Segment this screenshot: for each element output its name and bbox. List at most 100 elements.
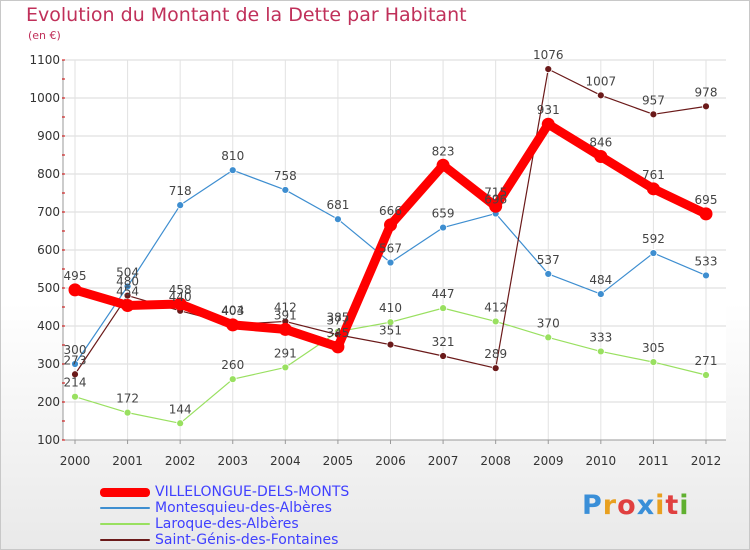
data-labels: 495 454 458 403 391 345 666 823 715 931 846 761 695 3… <box>64 48 718 416</box>
data-label: 214 <box>64 376 87 390</box>
data-label: 345 <box>326 326 349 340</box>
legend-swatch <box>100 487 150 497</box>
data-label: 810 <box>221 149 244 163</box>
data-point <box>544 270 553 278</box>
data-point <box>334 215 342 224</box>
x-tick-label: 2000 <box>60 454 91 468</box>
data-label: 1076 <box>533 48 564 62</box>
logo-letter: i <box>679 490 690 521</box>
data-label: 978 <box>695 85 718 99</box>
grid <box>63 59 726 441</box>
data-label: 567 <box>379 242 402 256</box>
data-point <box>596 347 605 356</box>
data-label: 410 <box>379 301 402 315</box>
data-label: 495 <box>64 269 87 283</box>
data-point <box>384 218 397 232</box>
data-label: 758 <box>274 169 297 183</box>
x-tick-label: 2001 <box>112 454 143 468</box>
series-layer <box>68 65 713 428</box>
data-label: 484 <box>589 273 612 287</box>
data-label: 351 <box>379 324 402 338</box>
legend-swatch <box>100 523 150 525</box>
data-point <box>71 392 79 401</box>
data-label: 273 <box>64 353 87 367</box>
data-point <box>386 318 395 327</box>
x-tick-label: 2012 <box>691 454 722 468</box>
data-point <box>646 182 660 196</box>
proxiti-logo: Proxiti <box>582 490 690 521</box>
data-label: 447 <box>432 287 455 301</box>
data-label: 823 <box>432 144 455 158</box>
axes: 100 200 300 400 500 600 700 800 900 1000 1100 2000 2… <box>29 53 726 468</box>
y-tick-label: 1100 <box>29 53 60 67</box>
data-point <box>71 360 79 368</box>
data-label: 458 <box>169 283 192 297</box>
data-point <box>71 370 79 379</box>
data-label: 333 <box>589 330 612 344</box>
data-label: 144 <box>169 402 192 416</box>
data-label: 440 <box>169 290 192 304</box>
data-point <box>123 282 132 291</box>
data-point <box>649 110 658 119</box>
x-tick-label: 2009 <box>533 454 564 468</box>
y-tick-label: 1000 <box>29 91 60 105</box>
chart-subtitle: (en €) <box>28 29 61 42</box>
logo-letter: r <box>602 490 618 521</box>
data-point <box>121 298 135 312</box>
data-label: 260 <box>221 358 244 372</box>
data-label: 533 <box>695 254 718 268</box>
chart-title: Evolution du Montant de la Dette par Hab… <box>26 4 467 26</box>
y-tick-label: 800 <box>37 167 60 181</box>
data-point <box>491 364 500 373</box>
data-point <box>176 419 185 428</box>
data-label: 761 <box>642 168 665 182</box>
data-label: 412 <box>274 300 297 314</box>
data-label: 300 <box>64 343 87 357</box>
logo-letter: o <box>617 490 637 521</box>
data-label: 404 <box>221 303 244 317</box>
logo-letter: P <box>582 490 603 521</box>
y-tick-label: 600 <box>37 243 60 257</box>
data-label: 454 <box>116 284 139 298</box>
data-label: 666 <box>379 204 402 218</box>
data-label: 659 <box>432 207 455 221</box>
data-point <box>491 317 500 326</box>
data-label: 695 <box>695 193 718 207</box>
data-label: 385 <box>326 311 349 325</box>
data-point <box>702 102 710 111</box>
logo-letter: x <box>636 490 656 521</box>
data-label: 321 <box>432 335 455 349</box>
x-tick-label: 2006 <box>375 454 406 468</box>
data-point <box>176 201 185 210</box>
data-point <box>386 258 395 267</box>
x-tick-label: 2003 <box>217 454 248 468</box>
data-label: 305 <box>642 341 665 355</box>
data-label: 370 <box>537 316 560 330</box>
data-point <box>594 150 608 164</box>
y-tick-label: 100 <box>37 433 60 447</box>
data-point <box>702 271 710 280</box>
legend-label: VILLELONGUE-DELS-MONTS <box>155 484 350 500</box>
x-tick-label: 2004 <box>270 454 301 468</box>
data-point <box>123 408 132 417</box>
data-point <box>439 223 447 232</box>
legend-swatch <box>100 507 150 509</box>
data-point <box>596 91 605 100</box>
data-point <box>226 318 240 332</box>
data-label: 957 <box>642 93 665 107</box>
data-point <box>596 290 605 298</box>
x-tick-label: 2002 <box>165 454 196 468</box>
data-point <box>702 371 710 379</box>
legend-label: Montesquieu-des-Albères <box>155 500 332 516</box>
y-tick-label: 500 <box>37 281 60 295</box>
data-point <box>439 352 447 360</box>
data-label: 718 <box>169 184 192 198</box>
data-label: 289 <box>484 347 507 361</box>
data-point <box>228 166 237 175</box>
data-label: 931 <box>537 103 560 117</box>
data-point <box>544 65 553 74</box>
y-tick-label: 900 <box>37 129 60 143</box>
data-label: 271 <box>695 354 718 368</box>
logo-letter: t <box>665 490 680 521</box>
data-label: 681 <box>326 198 349 212</box>
